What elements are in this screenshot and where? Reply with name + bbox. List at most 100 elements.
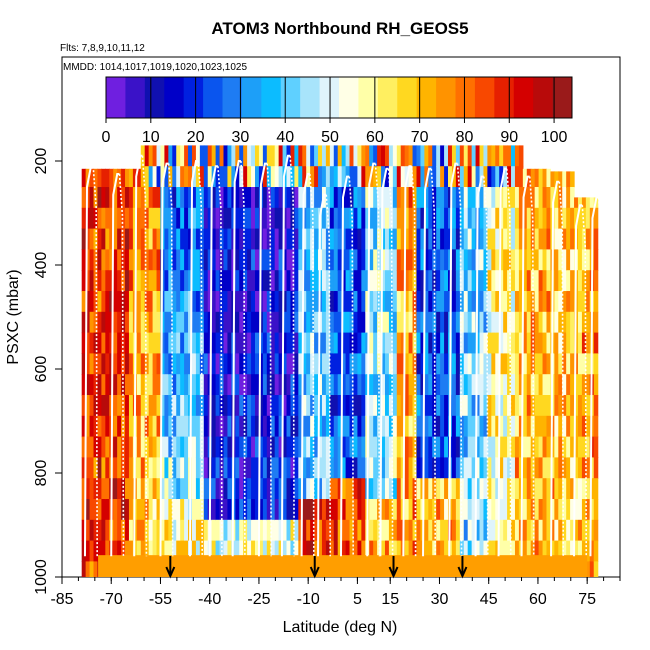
heatmap-cell xyxy=(223,478,229,500)
heatmap-cell xyxy=(290,228,295,250)
heatmap-cell xyxy=(310,478,315,500)
heatmap-cell xyxy=(329,145,335,167)
heatmap-cell xyxy=(459,436,465,458)
heatmap-cell xyxy=(404,415,410,438)
heatmap-cell xyxy=(377,228,382,250)
heatmap-cell xyxy=(318,166,323,188)
heatmap-cell xyxy=(384,311,390,334)
heatmap-cell xyxy=(294,519,299,542)
heatmap-cell xyxy=(262,228,268,250)
heatmap-cell xyxy=(467,374,473,396)
heatmap-cell xyxy=(306,395,311,417)
heatmap-cell xyxy=(396,311,402,334)
heatmap-cell xyxy=(542,228,548,250)
heatmap-cell xyxy=(270,228,276,250)
heatmap-cell xyxy=(329,436,335,458)
heatmap-cell xyxy=(392,415,398,438)
heatmap-cell xyxy=(203,311,209,334)
heatmap-cell xyxy=(451,457,457,479)
heatmap-cell xyxy=(262,166,268,188)
heatmap-cell xyxy=(219,374,225,396)
heatmap-cell xyxy=(223,145,229,167)
heatmap-cell xyxy=(436,436,441,458)
heatmap-cell xyxy=(203,457,209,479)
heatmap-cell xyxy=(176,332,181,354)
y-tick-label: 600 xyxy=(33,356,50,383)
heatmap-cell xyxy=(377,519,382,542)
heatmap-cell xyxy=(262,311,268,334)
heatmap-cell xyxy=(164,270,169,292)
heatmap-cell xyxy=(463,395,469,417)
heatmap-cell xyxy=(475,540,481,562)
heatmap-cell xyxy=(566,270,571,292)
heatmap-cell xyxy=(538,395,544,417)
heatmap-cell xyxy=(345,187,351,209)
heatmap-cell xyxy=(542,332,548,354)
heatmap-cell xyxy=(235,519,240,542)
heatmap-cell xyxy=(361,207,366,230)
heatmap-cell xyxy=(471,415,477,438)
heatmap-cell xyxy=(294,270,299,292)
heatmap-cell xyxy=(180,415,185,438)
heatmap-cell xyxy=(581,291,587,313)
heatmap-cell xyxy=(432,540,437,562)
heatmap-cell xyxy=(542,374,548,396)
heatmap-cell xyxy=(203,499,209,521)
heatmap-cell xyxy=(400,415,406,438)
heatmap-cell xyxy=(581,311,587,334)
heatmap-cell xyxy=(266,270,272,292)
heatmap-cell xyxy=(424,270,429,292)
heatmap-cell xyxy=(262,436,268,458)
heatmap-cell xyxy=(522,457,528,479)
heatmap-cell xyxy=(93,519,99,542)
heatmap-cell xyxy=(577,197,583,209)
heatmap-cell xyxy=(184,207,189,230)
heatmap-cell xyxy=(585,519,591,542)
heatmap-cell xyxy=(570,499,575,521)
heatmap-cell xyxy=(105,374,110,396)
heatmap-cell xyxy=(140,311,146,334)
heatmap-cell xyxy=(306,187,311,209)
arrow-head xyxy=(457,566,468,579)
heatmap-cell xyxy=(128,499,134,521)
heatmap-cell xyxy=(321,311,327,334)
heatmap-cell xyxy=(258,395,264,417)
heatmap-cell xyxy=(416,436,422,458)
heatmap-cell xyxy=(428,374,433,396)
heatmap-cell xyxy=(117,291,122,313)
heatmap-cell xyxy=(518,353,524,375)
heatmap-cell xyxy=(128,457,134,479)
heatmap-cell xyxy=(180,166,185,188)
heatmap-cell xyxy=(499,457,504,479)
heatmap-cell xyxy=(286,436,292,458)
heatmap-cell xyxy=(570,270,575,292)
heatmap-cell xyxy=(239,457,244,479)
heatmap-cell xyxy=(176,457,181,479)
heatmap-cell xyxy=(255,145,260,167)
heatmap-cell xyxy=(180,207,185,230)
heatmap-cell xyxy=(585,249,591,271)
heatmap-cell xyxy=(105,540,110,562)
heatmap-cell xyxy=(471,249,477,271)
heatmap-cell xyxy=(514,228,520,250)
heatmap-cell xyxy=(89,415,95,438)
heatmap-cell xyxy=(306,374,311,396)
heatmap-cell xyxy=(251,499,256,521)
heatmap-cell xyxy=(239,207,244,230)
heatmap-cell xyxy=(227,374,232,396)
heatmap-cell xyxy=(140,415,146,438)
heatmap-cell xyxy=(164,249,169,271)
heatmap-cell xyxy=(384,395,390,417)
heatmap-cell xyxy=(463,374,469,396)
heatmap-cell xyxy=(526,291,532,313)
heatmap-cell xyxy=(357,478,362,500)
heatmap-cell xyxy=(255,374,260,396)
heatmap-cell xyxy=(471,374,477,396)
heatmap-cell xyxy=(325,395,331,417)
heatmap-cell xyxy=(357,519,362,542)
heatmap-cell xyxy=(121,499,126,521)
heatmap-cell xyxy=(577,540,583,562)
heatmap-cell xyxy=(318,374,323,396)
colorbar-swatch xyxy=(513,77,534,118)
heatmap-cell xyxy=(451,270,457,292)
